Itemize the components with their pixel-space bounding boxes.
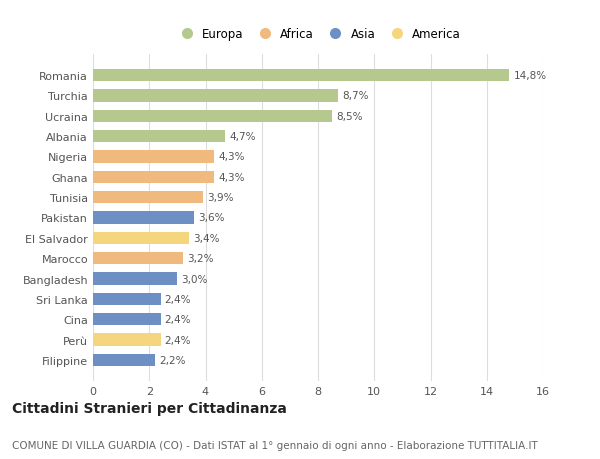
Text: 14,8%: 14,8% [514, 71, 547, 81]
Bar [93, 212, 194, 224]
Bar [93, 273, 178, 285]
Bar [93, 131, 225, 143]
Text: 2,2%: 2,2% [159, 355, 185, 365]
Legend: Europa, Africa, Asia, America: Europa, Africa, Asia, America [175, 28, 461, 41]
Bar [93, 151, 214, 163]
Bar [93, 192, 203, 204]
Text: 3,4%: 3,4% [193, 233, 220, 243]
Text: 8,7%: 8,7% [342, 91, 368, 101]
Bar [93, 354, 155, 366]
Text: 3,2%: 3,2% [187, 254, 214, 263]
Text: Cittadini Stranieri per Cittadinanza: Cittadini Stranieri per Cittadinanza [12, 402, 287, 415]
Text: 4,3%: 4,3% [218, 173, 245, 182]
Bar [93, 252, 183, 265]
Text: 3,6%: 3,6% [199, 213, 225, 223]
Text: COMUNE DI VILLA GUARDIA (CO) - Dati ISTAT al 1° gennaio di ogni anno - Elaborazi: COMUNE DI VILLA GUARDIA (CO) - Dati ISTA… [12, 440, 538, 450]
Text: 4,3%: 4,3% [218, 152, 245, 162]
Text: 2,4%: 2,4% [165, 314, 191, 325]
Bar [93, 171, 214, 184]
Bar [93, 293, 161, 305]
Text: 4,7%: 4,7% [229, 132, 256, 142]
Bar [93, 313, 161, 325]
Text: 2,4%: 2,4% [165, 335, 191, 345]
Bar [93, 70, 509, 82]
Bar [93, 90, 338, 102]
Text: 3,0%: 3,0% [182, 274, 208, 284]
Bar [93, 111, 332, 123]
Text: 2,4%: 2,4% [165, 294, 191, 304]
Text: 8,5%: 8,5% [336, 112, 363, 122]
Bar [93, 232, 188, 244]
Bar [93, 334, 161, 346]
Text: 3,9%: 3,9% [207, 193, 233, 203]
